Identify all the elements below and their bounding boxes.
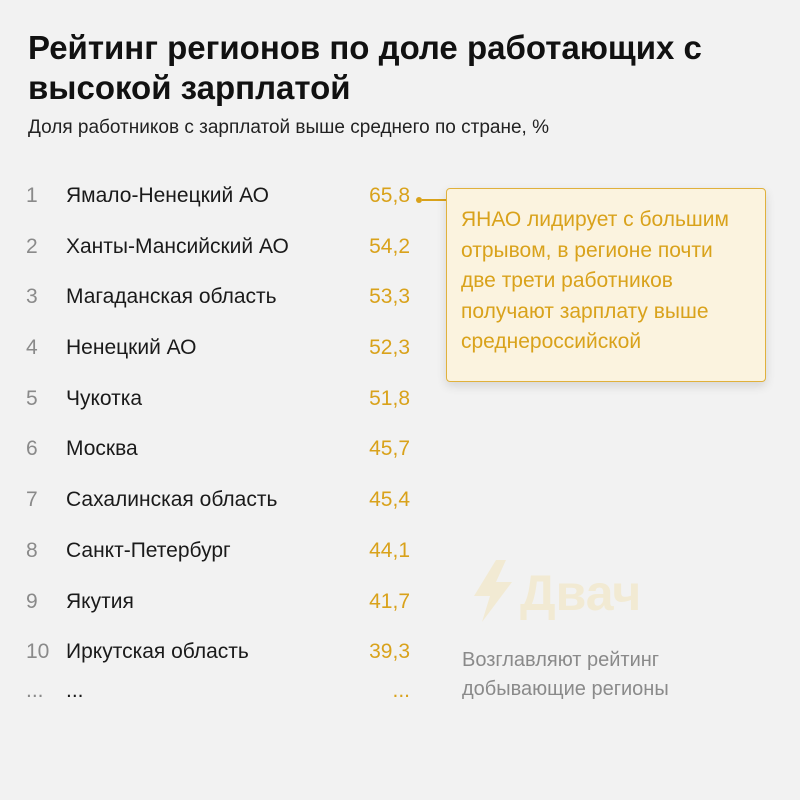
rank-cell: 6 — [26, 437, 38, 461]
rank-cell: 3 — [26, 285, 38, 309]
rank-cell: 9 — [26, 589, 38, 613]
rank-cell: ... — [26, 678, 44, 702]
region-name-cell: Сахалинская область — [66, 488, 278, 512]
region-name-cell: Чукотка — [66, 386, 143, 410]
table-row: 1 Ямало-Ненецкий АО 65,8 — [26, 174, 426, 225]
region-name-cell: Иркутская область — [66, 640, 249, 664]
lightning-bolt-icon — [474, 560, 512, 622]
rank-cell: 7 — [26, 488, 38, 512]
rank-cell: 2 — [26, 234, 38, 258]
table-row: 2 Ханты-Мансийский АО 54,2 — [26, 225, 426, 276]
value-cell: 65,8 — [369, 184, 410, 207]
table-row: 10 Иркутская область 39,3 — [26, 630, 426, 681]
watermark-text: Двач — [520, 565, 641, 621]
table-row: 9 Якутия 41,7 — [26, 580, 426, 631]
region-name-cell: Ханты-Мансийский АО — [66, 234, 289, 258]
callout-text: ЯНАО лидирует с большим отрывом, в регио… — [461, 208, 729, 353]
value-cell: 53,3 — [369, 285, 410, 309]
region-name-cell: Москва — [66, 437, 138, 461]
region-name-cell: Ненецкий АО — [66, 336, 197, 360]
callout-leader-line — [422, 199, 446, 201]
table-row: 3 Магаданская область 53,3 — [26, 275, 426, 326]
value-cell: ... — [392, 678, 410, 702]
chart-title: Рейтинг регионов по доле работающих с вы… — [28, 29, 702, 106]
value-cell: 51,8 — [369, 386, 410, 410]
value-cell: 45,4 — [369, 488, 410, 512]
region-name-cell: Якутия — [66, 589, 134, 613]
region-name-cell: ... — [66, 678, 84, 702]
table-row: 4 Ненецкий АО 52,3 — [26, 326, 426, 377]
rank-cell: 5 — [26, 386, 38, 410]
chart-subtitle: Доля работников с зарплатой выше среднег… — [28, 117, 549, 138]
rank-cell: 4 — [26, 336, 38, 360]
value-cell: 41,7 — [369, 589, 410, 613]
rank-cell: 8 — [26, 538, 38, 562]
table-row-ellipsis: ......... — [26, 678, 426, 711]
region-name-cell: Ямало-Ненецкий АО — [66, 184, 269, 207]
callout-leader-dot — [416, 197, 422, 203]
footnote: Возглавляют рейтинг добывающие регионы — [462, 649, 669, 700]
table-row: 5 Чукотка 51,8 — [26, 377, 426, 428]
value-cell: 54,2 — [369, 234, 410, 258]
region-name-cell: Магаданская область — [66, 285, 277, 309]
region-name-cell: Санкт-Петербург — [66, 538, 231, 562]
table-row: 8 Санкт-Петербург 44,1 — [26, 529, 426, 580]
value-cell: 39,3 — [369, 640, 410, 664]
rank-cell: 10 — [26, 640, 50, 664]
value-cell: 44,1 — [369, 538, 410, 562]
table-row: 7 Сахалинская область 45,4 — [26, 478, 426, 529]
ranking-table: 1 Ямало-Ненецкий АО 65,8 2 Ханты-Мансийский … — [26, 174, 426, 711]
value-cell: 45,7 — [369, 437, 410, 461]
value-cell: 52,3 — [369, 336, 410, 360]
watermark-logo: Двач — [474, 560, 641, 622]
table-row: 6 Москва 45,7 — [26, 427, 426, 478]
rank-cell: 1 — [26, 184, 38, 207]
callout-box: ЯНАО лидирует с большим отрывом, в регио… — [446, 188, 766, 382]
